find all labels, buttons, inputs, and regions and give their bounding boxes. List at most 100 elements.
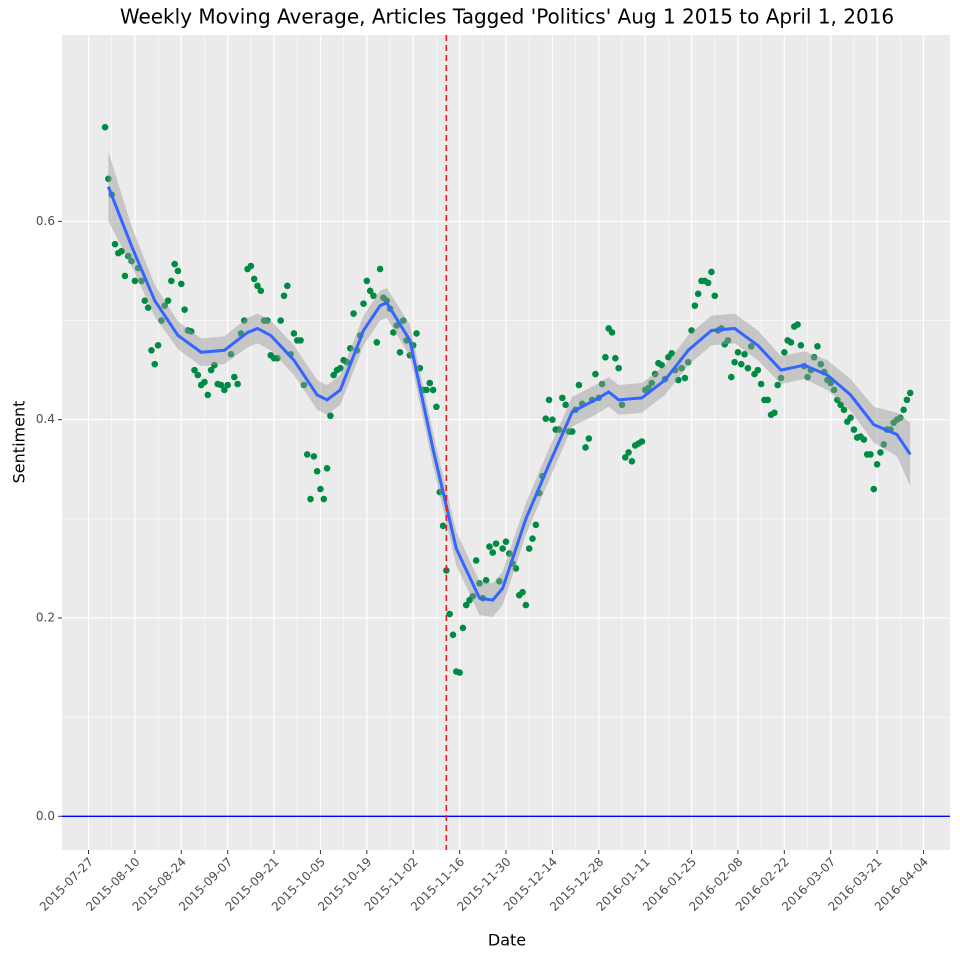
point [221, 386, 228, 394]
point [638, 438, 646, 445]
point [350, 310, 357, 317]
point [681, 374, 689, 382]
point [496, 578, 503, 585]
point [373, 339, 381, 346]
point [124, 252, 132, 260]
point [708, 268, 715, 276]
y-axis-label: Sentiment [10, 401, 29, 484]
point [284, 282, 291, 290]
point [781, 348, 788, 356]
point [492, 540, 500, 547]
point [621, 454, 629, 461]
point [207, 366, 215, 374]
point [181, 306, 188, 313]
point [138, 277, 145, 285]
point [187, 328, 195, 335]
point [817, 360, 825, 368]
point [446, 610, 453, 618]
point [111, 240, 119, 248]
point [250, 275, 258, 283]
point [346, 345, 354, 352]
point [834, 396, 841, 404]
point [144, 304, 152, 311]
point [234, 380, 241, 388]
point [764, 396, 772, 404]
point [128, 257, 135, 265]
point [360, 300, 367, 307]
point [549, 416, 556, 423]
point [502, 538, 510, 545]
point [148, 346, 155, 354]
point [512, 565, 520, 572]
point [867, 451, 874, 458]
point [194, 371, 202, 379]
point [482, 577, 490, 584]
point [462, 601, 470, 609]
point [585, 435, 593, 442]
point [850, 426, 858, 433]
point [900, 406, 907, 414]
point [731, 358, 738, 366]
point [191, 366, 198, 374]
point [141, 297, 149, 305]
point [323, 464, 331, 472]
point [906, 389, 914, 397]
point [612, 354, 619, 362]
point [648, 379, 656, 387]
y-tick-label: 0.2 [36, 610, 55, 624]
point [877, 449, 884, 456]
point [896, 414, 904, 422]
point [529, 535, 536, 542]
point [396, 348, 404, 356]
point [161, 302, 169, 309]
point [217, 381, 225, 389]
point [277, 317, 284, 324]
point [105, 175, 112, 183]
point [688, 327, 695, 334]
x-axis-label: Date [488, 931, 526, 950]
point [625, 449, 632, 456]
point [837, 401, 844, 409]
point [559, 394, 566, 402]
point [177, 280, 185, 288]
point [476, 579, 483, 587]
point [297, 337, 304, 344]
point [317, 485, 324, 493]
point [840, 406, 848, 414]
point [343, 358, 351, 366]
point [300, 381, 308, 389]
point [227, 350, 235, 358]
point [307, 495, 314, 503]
point [754, 366, 762, 374]
point [860, 436, 868, 443]
point [363, 277, 371, 285]
point [757, 380, 765, 388]
point [366, 287, 374, 295]
point [711, 292, 719, 300]
smooth-line [106, 186, 912, 602]
point [691, 302, 699, 309]
point [201, 378, 208, 386]
point [602, 353, 609, 361]
point [575, 381, 583, 389]
point [171, 260, 178, 268]
chart-title: Weekly Moving Average, Articles Tagged '… [120, 5, 894, 29]
point [121, 272, 129, 280]
point [678, 364, 685, 372]
point [433, 403, 440, 411]
point [744, 364, 752, 372]
point [456, 669, 463, 676]
point [264, 317, 271, 324]
point [240, 317, 248, 324]
point [168, 277, 175, 285]
point [615, 364, 622, 372]
point [827, 379, 835, 387]
point [399, 317, 407, 324]
point [741, 350, 748, 358]
point [747, 343, 755, 350]
point [724, 337, 732, 344]
point [257, 287, 265, 295]
point [174, 267, 182, 275]
point [390, 329, 397, 336]
point [562, 401, 569, 409]
